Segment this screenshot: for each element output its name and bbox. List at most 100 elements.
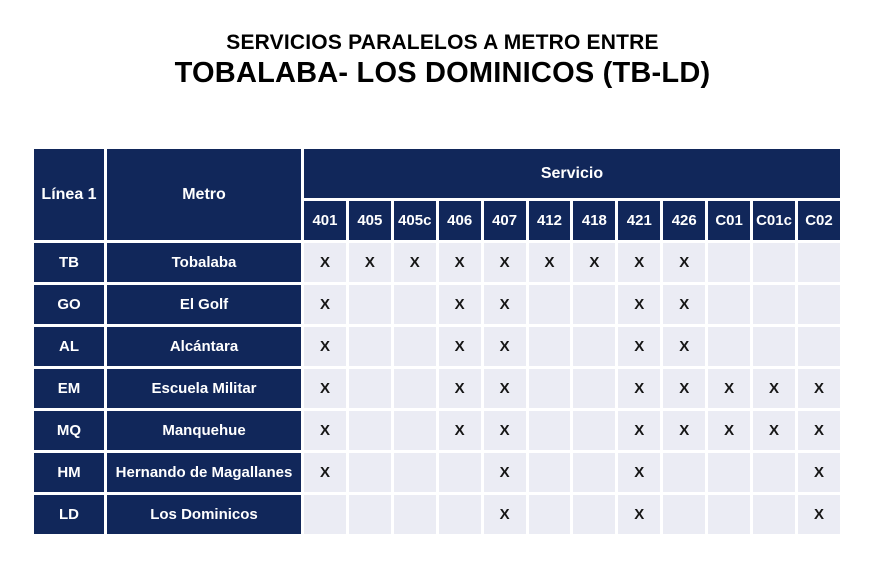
title-line1: SERVICIOS PARALELOS A METRO ENTRE [226, 31, 659, 54]
service-mark-LD-406 [438, 495, 481, 534]
service-code-header-412: 412 [528, 201, 571, 240]
station-name-cell: El Golf [107, 285, 301, 324]
service-mark-GO-C01 [708, 285, 751, 324]
service-mark-GO-412 [528, 285, 571, 324]
service-mark-HM-C01 [708, 453, 751, 492]
service-mark-AL-405c [393, 327, 436, 366]
slide-title: SERVICIOS PARALELOS A METRO ENTRE TOBALA… [0, 31, 885, 90]
service-mark-LD-C02: X [797, 495, 840, 534]
service-mark-HM-401: X [304, 453, 346, 492]
station-name-cell: Escuela Militar [107, 369, 301, 408]
station-row-GO: GO El Golf X X X X X [34, 285, 840, 324]
station-name-cell: Manquehue [107, 411, 301, 450]
station-code-cell: AL [34, 327, 104, 366]
service-mark-AL-412 [528, 327, 571, 366]
col-header-metro: Metro [107, 149, 301, 240]
service-mark-MQ-418 [573, 411, 616, 450]
service-mark-GO-C02 [797, 285, 840, 324]
service-mark-EM-412 [528, 369, 571, 408]
service-mark-GO-406: X [438, 285, 481, 324]
service-mark-AL-407: X [483, 327, 526, 366]
station-code-cell: GO [34, 285, 104, 324]
service-mark-LD-C01c [753, 495, 795, 534]
service-mark-AL-426: X [663, 327, 706, 366]
service-mark-MQ-421: X [618, 411, 661, 450]
service-mark-EM-405 [348, 369, 391, 408]
service-mark-MQ-412 [528, 411, 571, 450]
service-mark-HM-C01c [753, 453, 795, 492]
service-mark-AL-C02 [797, 327, 840, 366]
service-mark-AL-401: X [304, 327, 346, 366]
station-row-HM: HM Hernando de Magallanes X X X X [34, 453, 840, 492]
service-mark-TB-405c: X [393, 243, 436, 282]
service-mark-TB-418: X [573, 243, 616, 282]
station-row-AL: AL Alcántara X X X X X [34, 327, 840, 366]
service-mark-GO-405c [393, 285, 436, 324]
service-code-header-C02: C02 [797, 201, 840, 240]
col-header-linea1: Línea 1 [34, 149, 104, 240]
station-name-cell: Los Dominicos [107, 495, 301, 534]
service-mark-TB-407: X [483, 243, 526, 282]
service-code-header-405c: 405c [393, 201, 436, 240]
service-code-header-C01c: C01c [753, 201, 795, 240]
service-mark-HM-C02: X [797, 453, 840, 492]
service-mark-EM-418 [573, 369, 616, 408]
service-mark-MQ-406: X [438, 411, 481, 450]
service-mark-HM-412 [528, 453, 571, 492]
service-mark-EM-405c [393, 369, 436, 408]
service-mark-MQ-426: X [663, 411, 706, 450]
service-mark-TB-401: X [304, 243, 346, 282]
service-mark-GO-418 [573, 285, 616, 324]
service-mark-LD-405 [348, 495, 391, 534]
service-code-header-421: 421 [618, 201, 661, 240]
service-mark-GO-426: X [663, 285, 706, 324]
service-mark-EM-C02: X [797, 369, 840, 408]
service-mark-TB-C01 [708, 243, 751, 282]
service-code-header-426: 426 [663, 201, 706, 240]
service-mark-GO-405 [348, 285, 391, 324]
header-row-service-codes: 401 405 405c 406 407 412 418 421 426 C01 C01c C02 [34, 201, 840, 240]
station-code-cell: MQ [34, 411, 104, 450]
services-table: Línea 1 Metro Servicio 401 405 405c 406 407 4… [31, 146, 843, 537]
service-mark-MQ-C01: X [708, 411, 751, 450]
service-code-header-418: 418 [573, 201, 616, 240]
service-code-header-407: 407 [483, 201, 526, 240]
service-mark-LD-401 [304, 495, 346, 534]
service-mark-MQ-405 [348, 411, 391, 450]
header-row-1: Línea 1 Metro Servicio [34, 149, 840, 240]
title-line2: TOBALABA- LOS DOMINICOS (TB-LD) [174, 57, 711, 90]
service-mark-MQ-C02: X [797, 411, 840, 450]
service-mark-LD-426 [663, 495, 706, 534]
service-mark-AL-C01c [753, 327, 795, 366]
service-mark-MQ-407: X [483, 411, 526, 450]
service-mark-HM-426 [663, 453, 706, 492]
service-mark-AL-421: X [618, 327, 661, 366]
service-mark-HM-407: X [483, 453, 526, 492]
station-name-cell: Alcántara [107, 327, 301, 366]
service-mark-AL-418 [573, 327, 616, 366]
service-mark-LD-421: X [618, 495, 661, 534]
station-code-cell: TB [34, 243, 104, 282]
service-mark-GO-407: X [483, 285, 526, 324]
service-mark-GO-401: X [304, 285, 346, 324]
service-mark-AL-405 [348, 327, 391, 366]
service-mark-LD-418 [573, 495, 616, 534]
station-code-cell: EM [34, 369, 104, 408]
service-mark-LD-C01 [708, 495, 751, 534]
service-mark-AL-406: X [438, 327, 481, 366]
service-mark-TB-405: X [348, 243, 391, 282]
service-mark-TB-C02 [797, 243, 840, 282]
service-code-header-401: 401 [304, 201, 346, 240]
station-name-cell: Hernando de Magallanes [107, 453, 301, 492]
service-mark-TB-406: X [438, 243, 481, 282]
service-mark-HM-421: X [618, 453, 661, 492]
service-mark-TB-421: X [618, 243, 661, 282]
service-mark-TB-C01c [753, 243, 795, 282]
service-mark-EM-426: X [663, 369, 706, 408]
station-row-TB: TB Tobalaba X X X X X X X X X [34, 243, 840, 282]
station-row-LD: LD Los Dominicos X X X [34, 495, 840, 534]
service-code-header-406: 406 [438, 201, 481, 240]
service-mark-EM-421: X [618, 369, 661, 408]
station-row-MQ: MQ Manquehue X X X X X X X X [34, 411, 840, 450]
service-mark-MQ-401: X [304, 411, 346, 450]
